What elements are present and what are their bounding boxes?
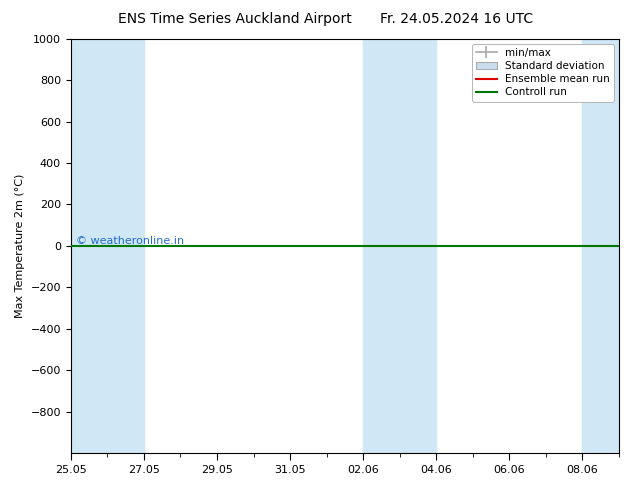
Text: © weatheronline.in: © weatheronline.in [76,236,184,246]
Bar [583,39,619,453]
Bar [363,39,436,453]
Bar [71,39,144,453]
Y-axis label: Max Temperature 2m (°C): Max Temperature 2m (°C) [15,174,25,318]
Text: Fr. 24.05.2024 16 UTC: Fr. 24.05.2024 16 UTC [380,12,533,26]
Text: ENS Time Series Auckland Airport: ENS Time Series Auckland Airport [118,12,351,26]
Legend: min/max, Standard deviation, Ensemble mean run, Controll run: min/max, Standard deviation, Ensemble me… [472,44,614,101]
